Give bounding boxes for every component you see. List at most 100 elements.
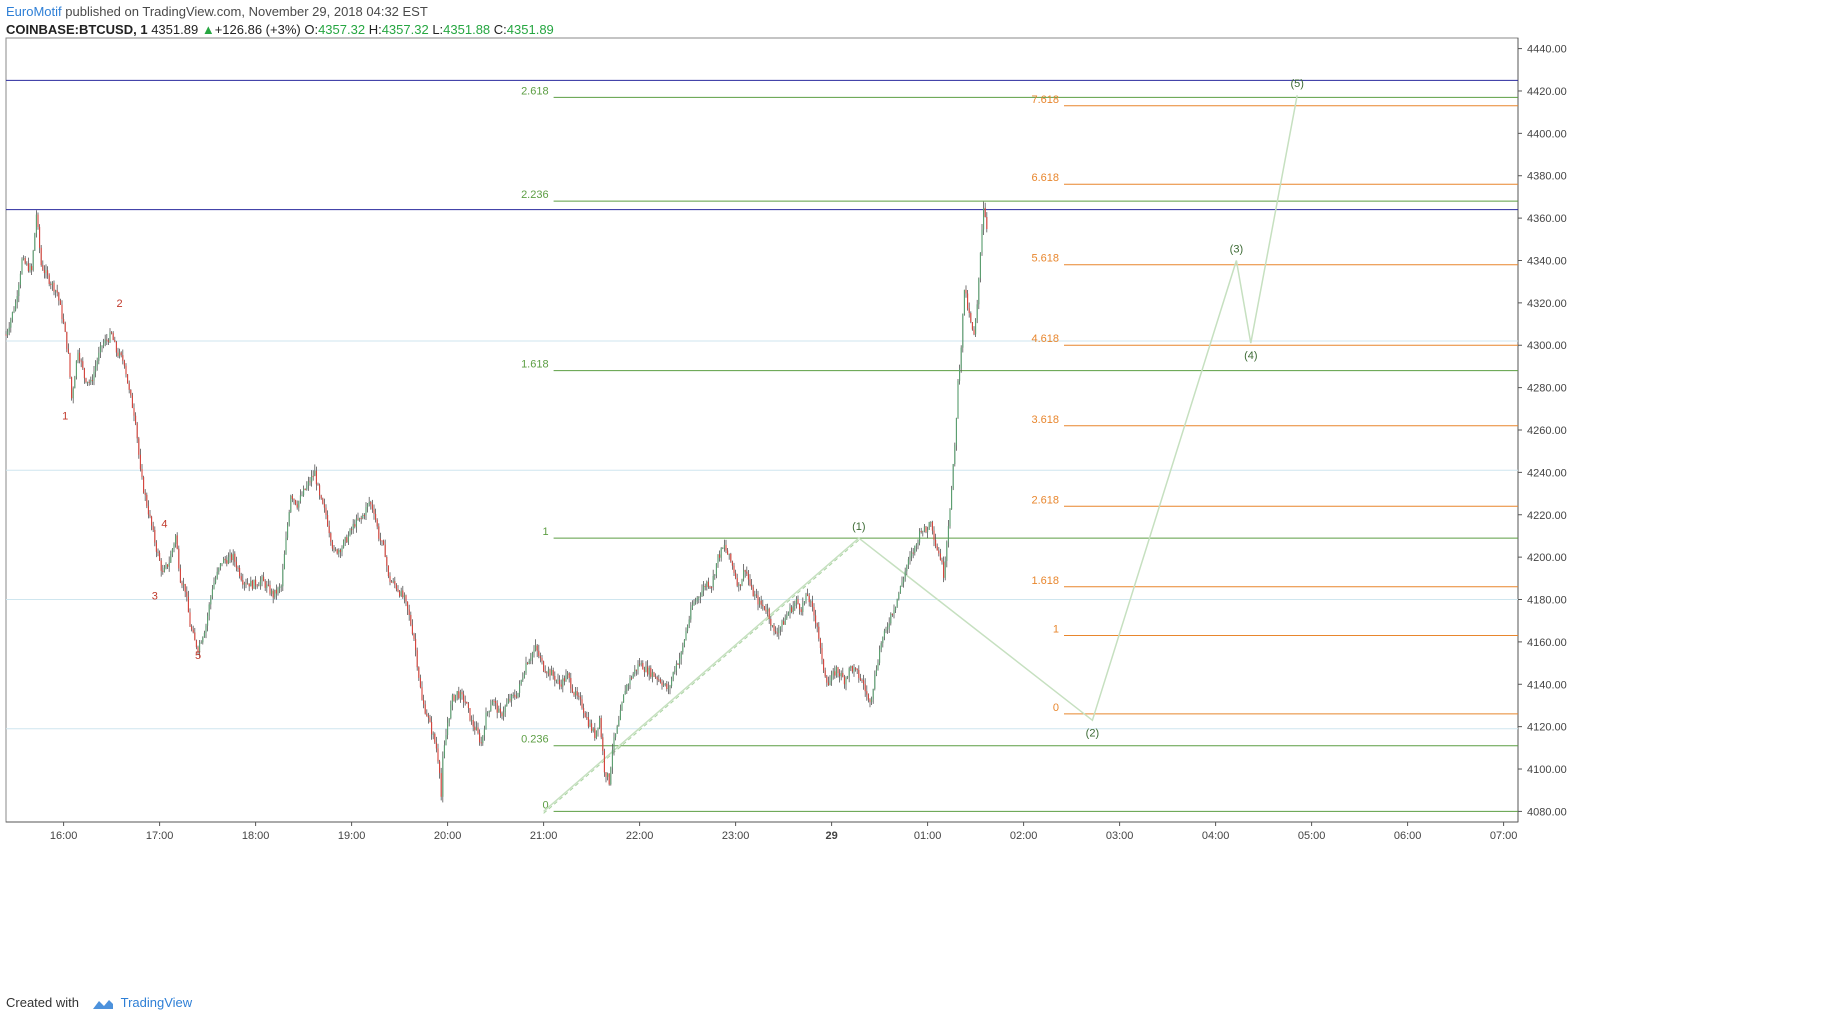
candle[interactable]: [368, 502, 370, 504]
candle[interactable]: [88, 381, 90, 383]
candle[interactable]: [877, 662, 879, 670]
candle[interactable]: [7, 331, 9, 335]
candle[interactable]: [520, 680, 522, 685]
candle[interactable]: [631, 677, 633, 679]
candle[interactable]: [322, 498, 324, 504]
candle[interactable]: [509, 698, 511, 701]
candle[interactable]: [770, 618, 772, 626]
candle[interactable]: [664, 683, 666, 685]
candle[interactable]: [306, 485, 308, 490]
candle[interactable]: [941, 559, 943, 563]
candle[interactable]: [920, 531, 922, 533]
candle[interactable]: [251, 580, 253, 589]
candle[interactable]: [842, 673, 844, 677]
candle[interactable]: [397, 589, 399, 592]
candle[interactable]: [112, 333, 114, 341]
candle[interactable]: [317, 484, 319, 486]
price-chart[interactable]: 0 0.236 1 1.618 2.236 2.618 0 1 1.618 2.618 3.618 4…: [0, 0, 1828, 990]
candle[interactable]: [144, 492, 146, 495]
candle[interactable]: [739, 584, 741, 586]
candle[interactable]: [483, 729, 485, 736]
candle[interactable]: [309, 481, 311, 483]
candle[interactable]: [175, 535, 177, 544]
candle[interactable]: [235, 561, 237, 568]
candle[interactable]: [979, 252, 981, 279]
candle[interactable]: [58, 292, 60, 301]
candle[interactable]: [839, 673, 841, 677]
candle[interactable]: [181, 582, 183, 586]
candle[interactable]: [581, 699, 583, 709]
candle[interactable]: [282, 569, 284, 587]
candle[interactable]: [709, 586, 711, 588]
candle[interactable]: [960, 347, 962, 369]
candle[interactable]: [39, 226, 41, 248]
candle[interactable]: [551, 670, 553, 676]
candle[interactable]: [295, 500, 297, 505]
candle[interactable]: [498, 708, 500, 713]
candle[interactable]: [890, 613, 892, 624]
candle[interactable]: [111, 332, 113, 334]
candle[interactable]: [717, 554, 719, 564]
candle[interactable]: [474, 726, 476, 731]
candle[interactable]: [971, 321, 973, 330]
candle[interactable]: [205, 625, 207, 633]
candle[interactable]: [23, 258, 25, 260]
candle[interactable]: [578, 695, 580, 697]
candle[interactable]: [331, 541, 333, 549]
candle[interactable]: [191, 626, 193, 630]
candle[interactable]: [704, 585, 706, 588]
candle[interactable]: [672, 672, 674, 680]
candle[interactable]: [103, 343, 105, 346]
candle[interactable]: [503, 712, 505, 717]
candle[interactable]: [267, 584, 269, 586]
candle[interactable]: [87, 381, 89, 383]
candle[interactable]: [203, 632, 205, 638]
candle[interactable]: [357, 518, 359, 520]
candle[interactable]: [549, 669, 551, 676]
candle[interactable]: [226, 560, 228, 564]
candle[interactable]: [187, 596, 189, 613]
candle[interactable]: [603, 750, 605, 773]
candle[interactable]: [216, 571, 218, 579]
candle[interactable]: [210, 596, 212, 605]
candle[interactable]: [896, 598, 898, 607]
candle[interactable]: [74, 376, 76, 389]
candle[interactable]: [869, 699, 871, 702]
candle[interactable]: [285, 537, 287, 555]
candle[interactable]: [714, 574, 716, 577]
candle[interactable]: [301, 495, 303, 497]
candle[interactable]: [872, 688, 874, 699]
candle[interactable]: [779, 626, 781, 630]
candle[interactable]: [194, 632, 196, 641]
candle[interactable]: [861, 679, 863, 681]
candle[interactable]: [232, 553, 234, 561]
candle[interactable]: [379, 538, 381, 541]
candle[interactable]: [395, 584, 397, 590]
candle[interactable]: [907, 559, 909, 566]
candle[interactable]: [467, 703, 469, 709]
candle[interactable]: [557, 679, 559, 681]
elliott-wave-path[interactable]: [543, 95, 1298, 812]
candle[interactable]: [792, 606, 794, 612]
candle[interactable]: [808, 595, 810, 603]
candle[interactable]: [290, 495, 292, 513]
candle[interactable]: [31, 266, 33, 271]
candle[interactable]: [671, 679, 673, 686]
candle[interactable]: [29, 266, 31, 272]
candle[interactable]: [813, 606, 815, 616]
candle[interactable]: [607, 773, 609, 777]
candle[interactable]: [560, 684, 562, 687]
candle[interactable]: [523, 673, 525, 678]
candle[interactable]: [658, 679, 660, 681]
candle[interactable]: [93, 371, 95, 381]
candle[interactable]: [416, 650, 418, 668]
candle[interactable]: [594, 728, 596, 739]
candle[interactable]: [501, 713, 503, 717]
candle[interactable]: [552, 670, 554, 676]
candle[interactable]: [224, 558, 226, 561]
candle[interactable]: [315, 470, 317, 485]
candle[interactable]: [984, 207, 986, 218]
candle[interactable]: [959, 368, 961, 381]
candle[interactable]: [443, 745, 445, 757]
candle[interactable]: [567, 673, 569, 676]
